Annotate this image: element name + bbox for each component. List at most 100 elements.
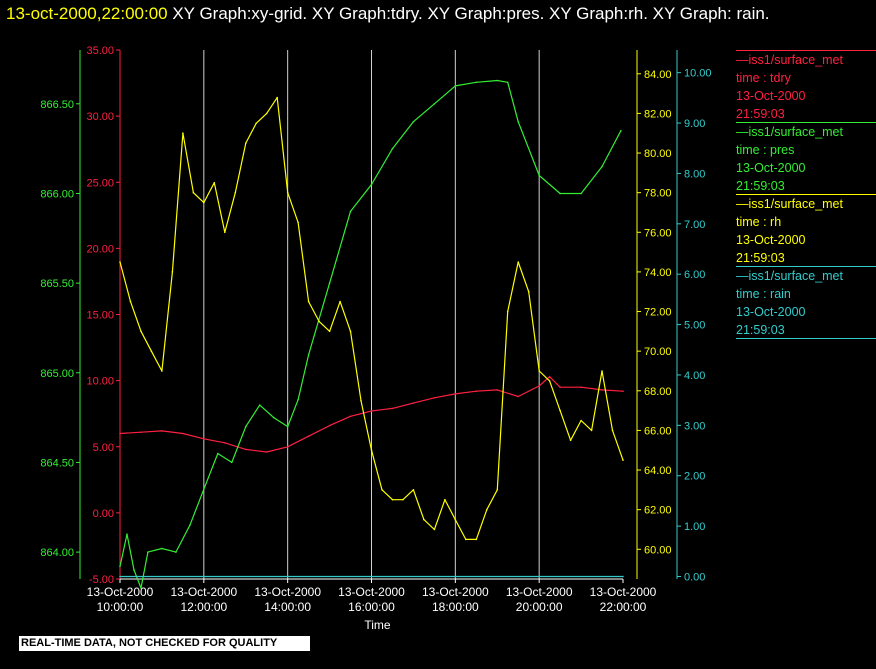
rh-data-point [129,300,132,303]
pres-data-point [119,565,121,568]
graph-list: XY Graph:xy-grid. XY Graph:tdry. XY Grap… [167,4,770,23]
rh-data-point [465,538,467,541]
tdry-data-point [140,431,142,434]
tdry-data-point [601,389,603,391]
legend-divider [736,194,876,195]
legend-text: —iss1/surface_met [736,125,843,139]
rh-tick-label: 62.00 [644,505,672,517]
rh-tick-label: 80.00 [644,148,672,160]
rh-data-point [297,221,299,224]
rh-data-point [548,380,551,382]
pres-data-point [559,192,561,195]
legend-text: —iss1/surface_met [736,197,843,211]
x-tick-label-time: 22:00:00 [600,600,647,614]
legend-text: 13-Oct-2000 [736,89,806,103]
rh-tick-label: 82.00 [644,108,672,120]
rh-data-point [444,498,446,501]
pres-data-point [307,354,310,356]
rh-data-point [601,370,603,372]
pres-data-point [147,551,149,553]
pres-data-point [245,425,247,428]
pres-tick-label: 864.50 [40,457,74,469]
pres-data-point [580,192,582,195]
rh-data-point [328,330,331,333]
tdry-tick-label: 5.00 [93,442,114,454]
rh-data-point [360,399,362,402]
tdry-data-point [559,386,561,389]
rh-data-point [318,320,320,323]
pres-data-point [475,81,478,84]
rh-tick-label: 68.00 [644,386,672,398]
pres-data-point [258,404,261,406]
legend-divider [736,266,876,267]
rain-data-point [622,575,624,578]
tdry-data-point [517,395,519,398]
tdry-tick-label: 15.00 [86,310,114,322]
tdry-data-point [203,438,205,440]
tdry-data-point [265,451,268,453]
rh-data-point [265,112,268,115]
pres-data-point [272,416,275,419]
pres-data-point [601,165,603,168]
tdry-data-point [245,448,247,451]
rh-data-point [381,489,383,491]
legend-text: 21:59:03 [736,323,785,337]
rh-data-point [234,191,237,194]
pres-data-point [189,524,191,526]
pres-data-point [286,425,289,428]
rh-data-point [475,538,478,541]
rh-data-point [245,142,247,144]
legend-entry: —iss1/surface_met time : rain 13-Oct-2000 2… [736,266,876,339]
pres-data-point [370,183,373,186]
rh-data-point [590,429,593,432]
rh-data-point [339,300,341,303]
legend-end-divider [736,338,876,339]
rh-tick-label: 78.00 [644,188,672,200]
tdry-tick-label: 10.00 [86,376,114,388]
pres-data-point [231,461,233,464]
x-tick-label-date: 13-Oct-2000 [87,585,154,599]
tdry-tick-label: -5.00 [89,574,114,586]
rh-tick-label: 66.00 [644,425,672,437]
rain-tick-label: 5.00 [684,320,705,332]
rain-tick-label: 9.00 [684,118,705,130]
x-axis-label: Time [364,618,391,632]
tdry-data-point [182,432,184,435]
pres-data-point [496,79,499,82]
legend-entry: —iss1/surface_met time : pres 13-Oct-2000 2… [736,122,876,195]
pres-data-point [175,551,177,553]
legend-text: 13-Oct-2000 [736,305,806,319]
rh-data-point [203,201,205,204]
rain-data-point [119,575,121,578]
rh-data-point [569,439,572,442]
pres-data-point [297,398,299,401]
tdry-data-point [538,385,540,387]
rh-data-point [506,310,509,313]
rain-tick-label: 1.00 [684,521,705,533]
pres-data-point [203,488,205,491]
legend-text: time : pres [736,143,795,157]
rh-data-point [433,528,436,531]
pres-data-point [506,81,509,84]
pres-data-point [133,569,135,571]
pres-data-point [454,85,457,87]
rain-tick-label: 8.00 [684,168,705,180]
tdry-data-point [224,442,226,444]
legend-entry: —iss1/surface_met time : tdry 13-Oct-2000 2… [736,50,876,123]
rh-data-point [454,518,457,521]
x-tick-label-time: 18:00:00 [432,600,479,614]
tdry-data-point [622,390,624,393]
pres-tick-label: 866.00 [40,188,74,200]
rh-data-point [622,459,624,461]
rain-tick-label: 6.00 [684,269,705,281]
pres-data-point [126,533,128,535]
rain-tick-label: 4.00 [684,370,705,382]
tdry-data-point [119,432,121,435]
legend-text: 13-Oct-2000 [736,161,806,175]
legend-text: 13-Oct-2000 [736,233,806,247]
legend-text: —iss1/surface_met [736,53,843,67]
legend-text: time : tdry [736,71,791,85]
rh-data-point [255,122,257,125]
rain-tick-label: 3.00 [684,420,705,432]
